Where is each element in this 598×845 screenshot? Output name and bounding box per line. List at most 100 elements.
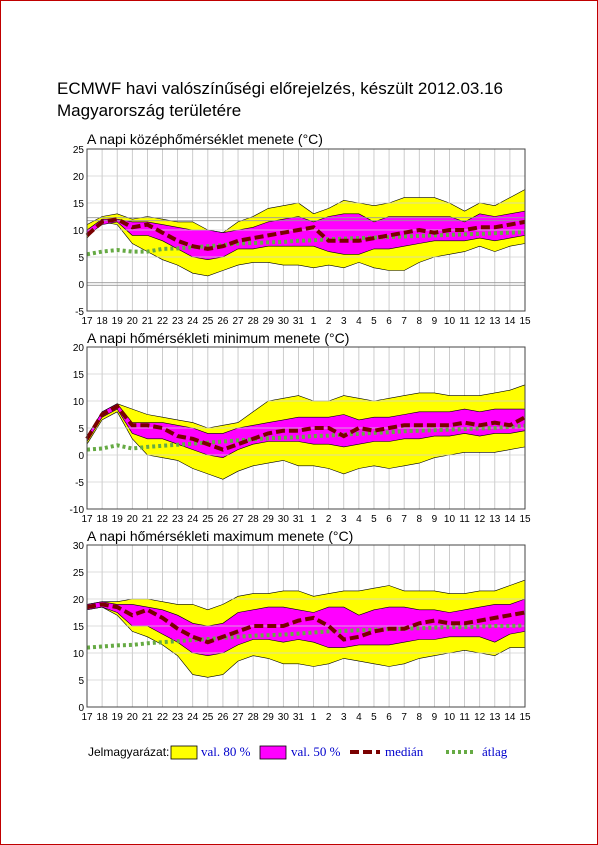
y-tick-label: 15 xyxy=(73,199,85,210)
y-tick-label: 5 xyxy=(78,253,84,264)
legend-swatch-80 xyxy=(170,745,198,760)
x-tick-label: 29 xyxy=(263,316,275,327)
x-tick-label: 6 xyxy=(386,514,392,525)
x-tick-label: 23 xyxy=(172,514,184,525)
chart-title-2: A napi hőmérsékleti minimum menete (°C) xyxy=(87,330,349,346)
x-tick-label: 19 xyxy=(112,316,124,327)
x-tick-label: 13 xyxy=(489,712,501,723)
y-tick-label: 10 xyxy=(73,649,85,660)
x-tick-label: 3 xyxy=(341,514,347,525)
x-tick-label: 25 xyxy=(202,514,214,525)
x-tick-label: 28 xyxy=(248,316,260,327)
x-tick-label: 8 xyxy=(416,316,422,327)
x-tick-label: 1 xyxy=(311,712,317,723)
x-tick-label: 4 xyxy=(356,514,362,525)
average-line-1 xyxy=(86,230,526,257)
chart-title-3: A napi hőmérsékleti maximum menete (°C) xyxy=(87,528,353,544)
chart-title-1: A napi középhőmérséklet menete (°C) xyxy=(87,131,323,147)
x-tick-label: 3 xyxy=(341,316,347,327)
y-tick-label: 10 xyxy=(73,226,85,237)
plot-frame-1 xyxy=(86,148,526,312)
x-tick-label: 4 xyxy=(356,712,362,723)
x-tick-label: 9 xyxy=(432,712,438,723)
y-tick-label: -5 xyxy=(75,478,84,489)
x-tick-label: 19 xyxy=(112,514,124,525)
x-tick-label: 21 xyxy=(142,712,154,723)
x-tick-label: 15 xyxy=(519,316,531,327)
x-tick-label: 5 xyxy=(371,712,377,723)
x-tick-label: 1 xyxy=(311,514,317,525)
legend-label-50: val. 50 % xyxy=(291,744,341,759)
x-tick-label: 20 xyxy=(127,316,139,327)
x-tick-label: 14 xyxy=(504,712,516,723)
x-tick-label: 15 xyxy=(519,712,531,723)
x-tick-label: 2 xyxy=(326,514,332,525)
x-tick-label: 5 xyxy=(371,514,377,525)
x-tick-label: 22 xyxy=(157,316,169,327)
x-tick-label: 27 xyxy=(232,316,244,327)
x-tick-label: 3 xyxy=(341,712,347,723)
x-tick-label: 27 xyxy=(232,514,244,525)
x-tick-label: 24 xyxy=(187,712,199,723)
y-tick-label: 20 xyxy=(73,595,85,606)
x-tick-label: 31 xyxy=(293,316,305,327)
x-tick-label: 13 xyxy=(489,514,501,525)
x-tick-label: 9 xyxy=(432,514,438,525)
y-tick-label: -5 xyxy=(75,307,84,318)
x-tick-label: 27 xyxy=(232,712,244,723)
x-tick-label: 10 xyxy=(444,514,456,525)
x-tick-label: 8 xyxy=(416,514,422,525)
x-tick-label: 5 xyxy=(371,316,377,327)
average-line-2 xyxy=(86,423,526,452)
x-tick-label: 17 xyxy=(81,316,93,327)
y-tick-label: 15 xyxy=(73,622,85,633)
median-line-3 xyxy=(86,602,526,645)
y-tick-label: 20 xyxy=(73,172,85,183)
x-tick-label: 8 xyxy=(416,712,422,723)
y-tick-label: 10 xyxy=(73,397,85,408)
x-tick-label: 10 xyxy=(444,316,456,327)
x-tick-label: 22 xyxy=(157,514,169,525)
x-tick-label: 21 xyxy=(142,514,154,525)
y-tick-label: 5 xyxy=(78,424,84,435)
legend-label-80: val. 80 % xyxy=(201,744,251,759)
x-tick-label: 7 xyxy=(401,514,407,525)
y-tick-label: 30 xyxy=(73,541,85,552)
x-tick-label: 31 xyxy=(293,712,305,723)
x-tick-label: 25 xyxy=(202,316,214,327)
plot-frame-2 xyxy=(86,346,526,510)
x-tick-label: 12 xyxy=(474,514,486,525)
x-tick-label: 20 xyxy=(127,712,139,723)
x-tick-label: 15 xyxy=(519,514,531,525)
x-tick-label: 21 xyxy=(142,316,154,327)
x-tick-label: 18 xyxy=(97,316,109,327)
x-tick-label: 28 xyxy=(248,514,260,525)
x-tick-label: 23 xyxy=(172,712,184,723)
x-tick-label: 26 xyxy=(217,712,229,723)
x-tick-label: 19 xyxy=(112,712,124,723)
x-tick-label: 30 xyxy=(278,514,290,525)
x-tick-label: 17 xyxy=(81,712,93,723)
x-tick-label: 29 xyxy=(263,712,275,723)
average-line-3 xyxy=(86,623,526,650)
x-tick-label: 11 xyxy=(459,712,470,723)
x-tick-label: 11 xyxy=(459,316,470,327)
x-tick-label: 14 xyxy=(504,514,516,525)
x-tick-label: 28 xyxy=(248,712,260,723)
x-tick-label: 2 xyxy=(326,712,332,723)
x-tick-label: 1 xyxy=(311,316,317,327)
x-tick-label: 29 xyxy=(263,514,275,525)
x-tick-label: 12 xyxy=(474,712,486,723)
x-tick-label: 24 xyxy=(187,316,199,327)
y-tick-label: 15 xyxy=(73,370,85,381)
x-tick-label: 7 xyxy=(401,316,407,327)
x-tick-label: 14 xyxy=(504,316,516,327)
x-tick-label: 24 xyxy=(187,514,199,525)
y-tick-label: 20 xyxy=(73,343,85,354)
x-tick-label: 26 xyxy=(217,514,229,525)
x-tick-label: 6 xyxy=(386,712,392,723)
y-tick-label: 25 xyxy=(73,568,85,579)
x-tick-label: 26 xyxy=(217,316,229,327)
legend-prefix: Jelmagyarázat: xyxy=(88,745,169,759)
x-tick-label: 7 xyxy=(401,712,407,723)
